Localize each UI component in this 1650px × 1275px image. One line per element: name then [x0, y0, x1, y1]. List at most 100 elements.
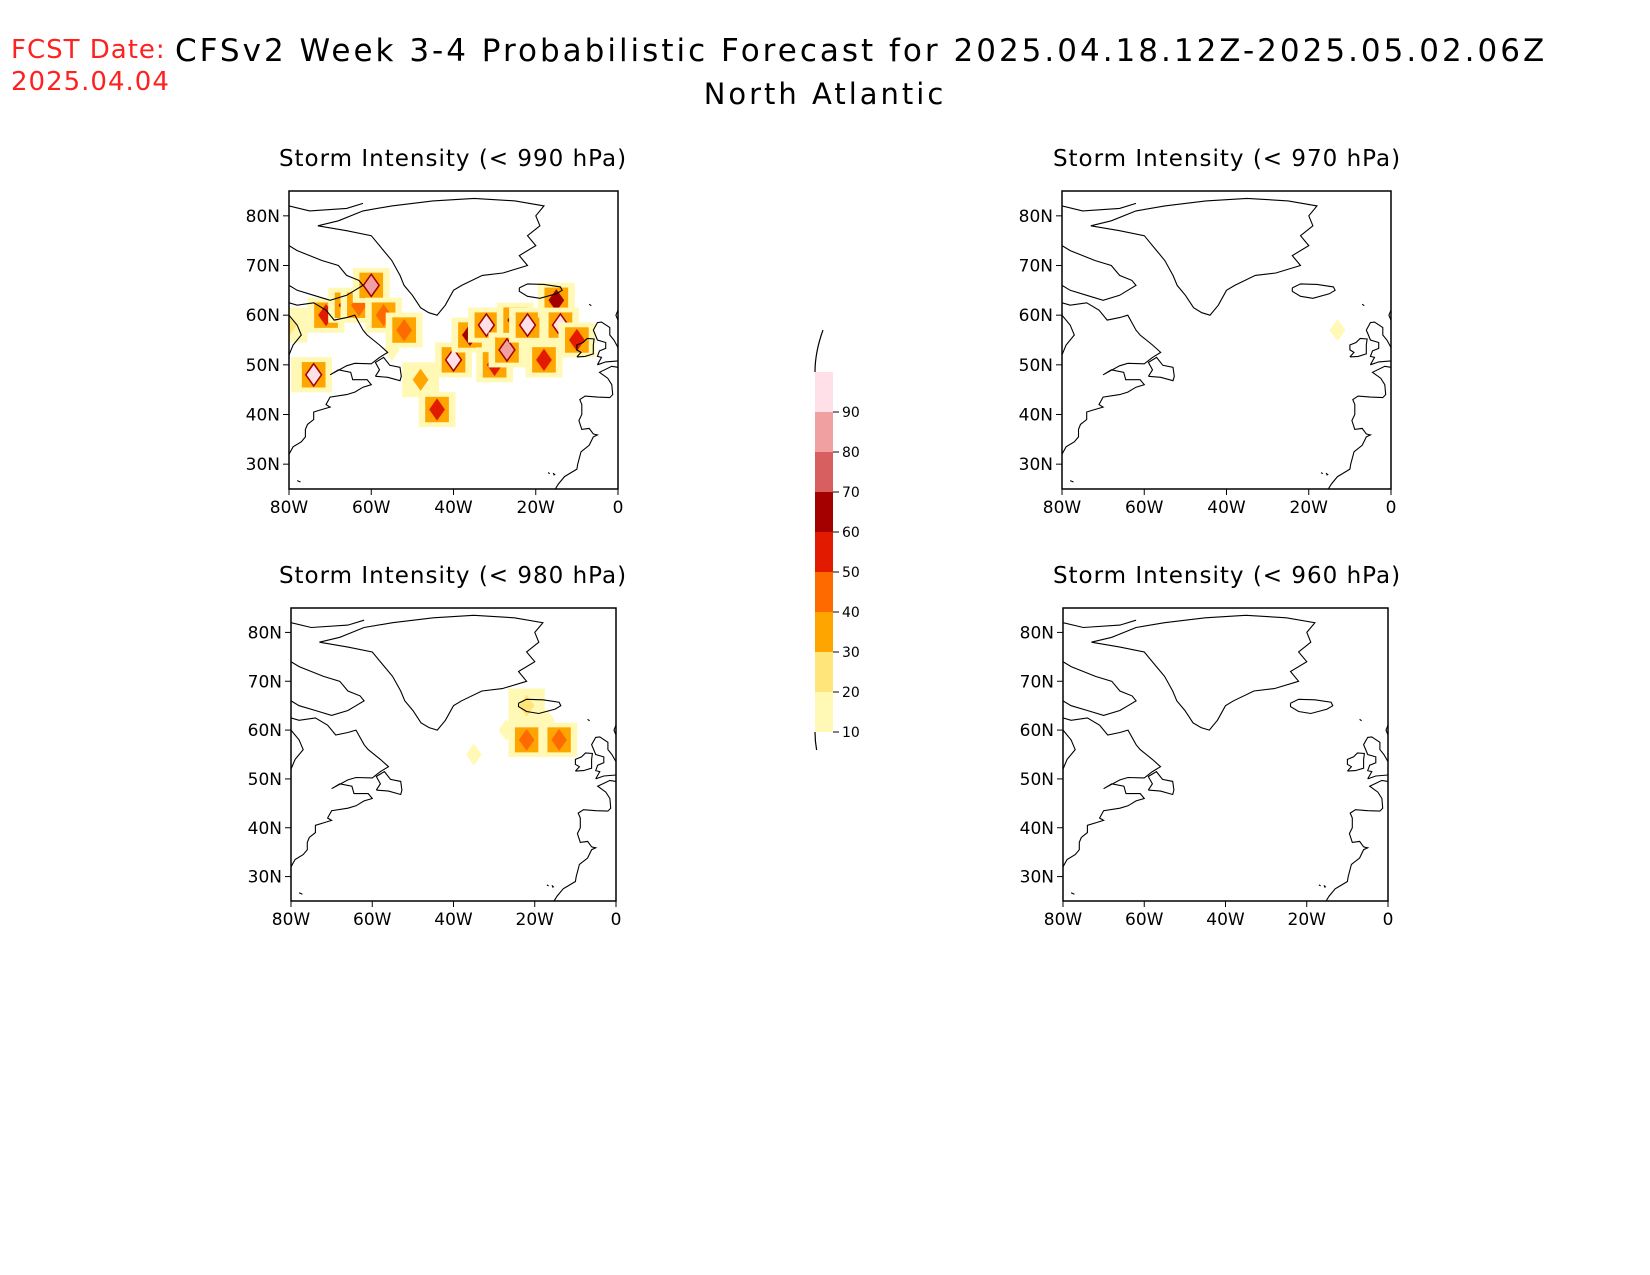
- lat-tick-label: 80N: [248, 623, 282, 643]
- lon-tick-label: 20W: [517, 498, 556, 518]
- prob-cell: [304, 362, 323, 388]
- lat-tick-label: 80N: [1020, 623, 1054, 643]
- coastline: [1325, 472, 1329, 476]
- lat-tick-label: 70N: [1020, 672, 1054, 692]
- lat-tick-label: 70N: [1019, 257, 1053, 277]
- coastline: [1069, 480, 1074, 483]
- colorbar-legend: 10 20 30 40 50 60 70 80 90: [814, 330, 860, 750]
- coastline: [1291, 283, 1336, 299]
- coastline: [547, 472, 550, 475]
- coastline: [518, 283, 563, 299]
- prob-cell: [477, 312, 496, 338]
- lon-tick-label: 0: [1383, 910, 1394, 930]
- coastline: [374, 356, 402, 382]
- lat-tick-label: 40N: [246, 406, 280, 426]
- map-panel-p980: Storm Intensity (< 980 hPa) 80W 60W 40W 20W 0…: [248, 563, 626, 930]
- region-subtitle: North Atlantic: [703, 77, 947, 111]
- prob-cell: [412, 368, 429, 391]
- panel-title: Storm Intensity (< 990 hPa): [279, 146, 627, 172]
- colorbar-swatch: [815, 452, 833, 492]
- coastline: [1091, 614, 1316, 731]
- colorbar-label: 30: [842, 645, 860, 661]
- lon-tick-label: 20W: [1290, 498, 1329, 518]
- colorbar-cap: [814, 330, 824, 373]
- coastline: [289, 245, 364, 301]
- prob-cell: [551, 728, 567, 751]
- coastline: [552, 472, 556, 476]
- map-panel-p960: Storm Intensity (< 960 hPa) 80W 60W 40W 20W 0…: [1020, 563, 1400, 930]
- prob-cell: [444, 347, 463, 373]
- map-panel-p990: Storm Intensity (< 990 hPa) 80W 60W 40W 20W 0…: [246, 146, 627, 518]
- coastline: [551, 884, 555, 888]
- coastline: [590, 736, 616, 780]
- prob-cell: [351, 294, 367, 317]
- coastline: [592, 321, 618, 366]
- lat-tick-label: 30N: [1019, 455, 1053, 475]
- coastline: [1359, 718, 1362, 722]
- lat-tick-label: 60N: [1019, 306, 1053, 326]
- coastline: [289, 302, 389, 455]
- prob-cell: [289, 313, 297, 337]
- lon-tick-label: 0: [613, 498, 624, 518]
- prob-cell: [518, 694, 535, 717]
- lon-tick-label: 40W: [1207, 498, 1246, 518]
- panel-title: Storm Intensity (< 970 hPa): [1053, 146, 1401, 172]
- colorbar-label: 40: [842, 605, 860, 621]
- coastline: [1062, 202, 1137, 212]
- coastline: [291, 619, 365, 629]
- prob-cell: [518, 728, 535, 751]
- lon-tick-label: 80W: [1043, 498, 1082, 518]
- prob-cell: [539, 709, 555, 732]
- coastline: [1320, 472, 1323, 475]
- colorbar-label: 70: [842, 485, 860, 501]
- coastline: [553, 779, 616, 901]
- colorbar-label: 80: [842, 445, 860, 461]
- coastline: [291, 717, 390, 868]
- coastline: [291, 729, 304, 770]
- prob-cell: [548, 289, 565, 312]
- lon-tick-label: 0: [611, 910, 622, 930]
- coastline: [375, 770, 403, 796]
- coastline: [298, 892, 303, 895]
- prob-cell-halo: [289, 307, 308, 343]
- coastline: [289, 314, 302, 356]
- coastline: [1346, 752, 1366, 772]
- coastline: [546, 884, 549, 887]
- lon-tick-label: 40W: [434, 910, 473, 930]
- colorbar-swatch: [815, 492, 833, 532]
- coastline: [1362, 736, 1388, 780]
- lat-tick-label: 40N: [248, 819, 282, 839]
- lon-tick-label: 80W: [1044, 910, 1083, 930]
- prob-cell: [498, 337, 516, 363]
- colorbar-swatch: [815, 572, 833, 612]
- lat-tick-label: 70N: [248, 672, 282, 692]
- colorbar-label: 90: [842, 405, 860, 421]
- coastline: [1365, 321, 1391, 366]
- lat-tick-label: 80N: [246, 207, 280, 227]
- coastline: [576, 337, 595, 358]
- coastline: [317, 197, 546, 316]
- coastline: [1063, 717, 1162, 868]
- coastline: [1361, 303, 1365, 307]
- prob-cell: [568, 328, 585, 352]
- map-panel-p970: Storm Intensity (< 970 hPa) 80W 60W 40W 20W 0…: [1019, 146, 1401, 518]
- fcst-date-label: FCST Date:: [11, 35, 166, 65]
- colorbar-label: 50: [842, 565, 860, 581]
- coastline: [1289, 698, 1334, 715]
- page-title: CFSv2 Week 3-4 Probabilistic Forecast fo…: [175, 33, 1548, 69]
- lat-tick-label: 80N: [1019, 207, 1053, 227]
- colorbar-swatch: [815, 532, 833, 572]
- lat-tick-label: 40N: [1019, 406, 1053, 426]
- colorbar-swatch: [815, 612, 833, 652]
- lat-tick-label: 50N: [248, 770, 282, 790]
- colorbar-label: 60: [842, 525, 860, 541]
- coastline: [1323, 884, 1327, 888]
- coastline: [319, 614, 544, 731]
- lon-tick-label: 40W: [1206, 910, 1245, 930]
- coastline: [1070, 892, 1075, 895]
- lat-tick-label: 60N: [1020, 721, 1054, 741]
- coastline: [1327, 365, 1391, 489]
- lon-tick-label: 80W: [272, 910, 311, 930]
- lat-tick-label: 30N: [248, 868, 282, 888]
